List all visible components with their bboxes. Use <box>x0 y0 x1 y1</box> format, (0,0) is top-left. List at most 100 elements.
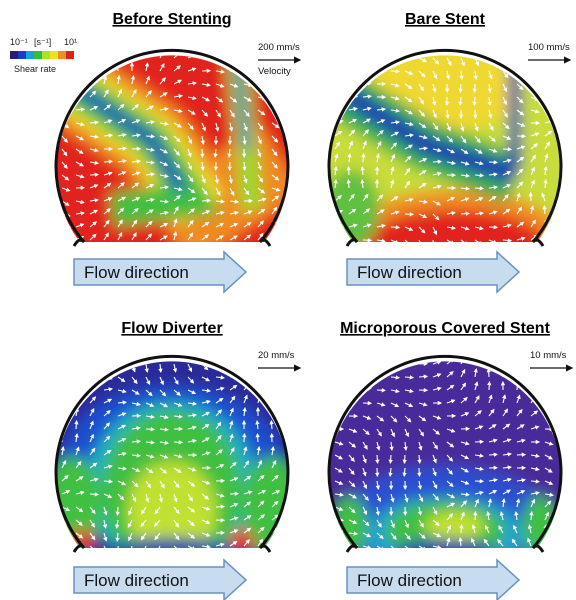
velocity-vector <box>76 64 80 71</box>
velocity-vector <box>335 240 343 242</box>
velocity-vector <box>349 83 357 84</box>
velocity-vector <box>489 45 496 49</box>
velocity-vector <box>104 135 112 136</box>
contour <box>395 539 495 563</box>
velocity-vector <box>391 227 399 228</box>
velocity-vector <box>117 533 118 541</box>
velocity-vector <box>335 84 343 85</box>
velocity-vector <box>335 97 343 98</box>
velocity-vector <box>433 240 434 248</box>
velocity-vector <box>531 382 533 390</box>
panel-title: Before Stenting <box>112 11 231 28</box>
velocity-vector <box>545 370 549 377</box>
field-clip <box>42 20 302 260</box>
velocity-vector <box>545 398 551 403</box>
velocity-vector <box>390 455 391 463</box>
velocity-vector <box>90 50 92 58</box>
panel-title: Flow Diverter <box>121 320 222 337</box>
velocity-vector <box>531 71 539 73</box>
velocity-vector <box>230 45 238 47</box>
swatch <box>18 51 26 59</box>
velocity-vector <box>461 213 469 214</box>
velocity-vector <box>90 37 92 45</box>
velocity-vector <box>62 372 69 377</box>
velocity-vector <box>76 351 84 352</box>
flow-label: Flow direction <box>84 263 189 282</box>
velocity-vector <box>349 359 355 364</box>
velocity-vector <box>90 494 98 495</box>
velocity-vector <box>76 374 83 377</box>
velocity-vector <box>202 149 203 157</box>
velocity-vector <box>391 377 399 378</box>
velocity-vector <box>475 188 483 189</box>
velocity-vector <box>377 455 378 463</box>
velocity-scale: 20 mm/s <box>258 350 295 361</box>
velocity-vector <box>272 372 279 377</box>
swatch <box>66 51 74 59</box>
velocity-vector <box>349 69 357 71</box>
velocity-vector <box>475 175 483 176</box>
velocity-vector <box>174 40 180 45</box>
velocity-vector <box>503 343 504 351</box>
velocity-vector <box>76 51 80 58</box>
velocity-vector <box>62 546 70 548</box>
velocity-vector <box>545 97 553 98</box>
velocity-vector <box>230 351 238 353</box>
swatch <box>26 51 34 59</box>
velocity-vector <box>531 512 532 520</box>
velocity-vector <box>545 234 550 240</box>
velocity-vector <box>244 362 252 364</box>
velocity-vector <box>349 372 355 377</box>
velocity-vector <box>244 162 245 170</box>
velocity-vector <box>104 37 105 45</box>
velocity-vector <box>146 136 154 137</box>
velocity-vector <box>117 507 118 515</box>
flow-label: Flow direction <box>84 571 189 590</box>
flow-label: Flow direction <box>357 263 462 282</box>
flow-field <box>42 326 302 571</box>
velocity-vector <box>363 53 370 58</box>
velocity-vector <box>391 56 399 58</box>
velocity-vector <box>272 81 279 84</box>
flow-field <box>315 326 575 586</box>
velocity-vector <box>363 38 367 45</box>
velocity-vector <box>335 413 342 416</box>
velocity-vector <box>76 384 82 390</box>
velocity-vector <box>62 533 69 537</box>
velocity-vector <box>531 481 539 482</box>
velocity-vector <box>335 40 341 45</box>
velocity-vector <box>258 55 266 58</box>
velocity-vector <box>363 350 371 351</box>
velocity-vector <box>363 362 371 364</box>
velocity-vector <box>545 55 552 58</box>
velocity-vector <box>76 78 82 84</box>
velocity-vector <box>531 369 533 377</box>
contours <box>42 20 302 260</box>
velocity-vector <box>335 357 339 364</box>
velocity-vector <box>335 383 340 390</box>
velocity-vector <box>76 363 84 364</box>
velocity-vector <box>517 44 525 45</box>
velocity-vector <box>404 468 405 476</box>
velocity-vector <box>272 53 278 58</box>
figure: 10⁻¹ [s⁻¹] 10¹ Shear rate Velocity Befor… <box>0 0 576 600</box>
velocity-vector <box>90 364 98 365</box>
velocity-vector <box>132 351 133 359</box>
velocity-vector <box>335 345 340 351</box>
velocity-vector <box>335 398 341 403</box>
panel-title: Microporous Covered Stent <box>340 320 550 337</box>
velocity-vector <box>475 344 478 351</box>
velocity-vector <box>391 40 398 45</box>
velocity-vector <box>335 55 342 58</box>
velocity-vector <box>62 350 70 351</box>
velocity-vector <box>335 531 343 533</box>
velocity-vector <box>348 180 349 188</box>
velocity-vector <box>391 351 399 354</box>
velocity-vector <box>363 154 364 162</box>
velocity-vector <box>90 351 97 354</box>
velocity-vector <box>146 37 148 45</box>
velocity-vector <box>531 57 539 58</box>
velocity-vector <box>272 96 280 97</box>
velocity-vector <box>76 421 77 429</box>
velocity-vector <box>461 345 466 351</box>
